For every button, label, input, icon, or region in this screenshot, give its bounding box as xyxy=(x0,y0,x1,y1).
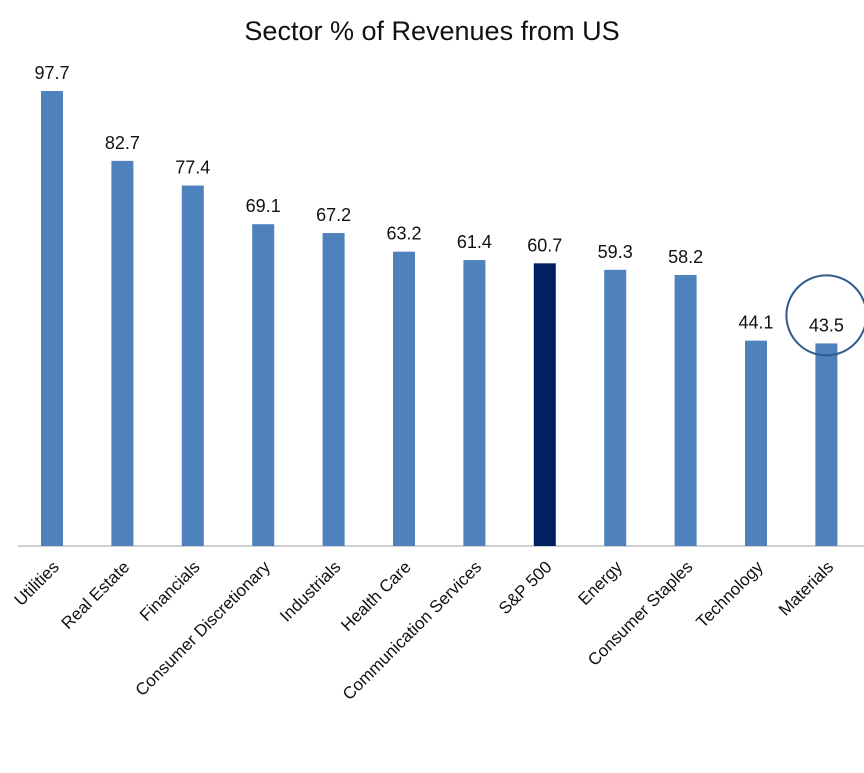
chart-title: Sector % of Revenues from US xyxy=(244,16,619,46)
x-tick-label: Financials xyxy=(136,557,204,625)
x-tick-label: Technology xyxy=(693,557,768,632)
x-tick-label: Energy xyxy=(574,557,626,609)
value-label: 63.2 xyxy=(386,224,421,244)
value-label: 44.1 xyxy=(738,313,773,333)
value-label: 59.3 xyxy=(598,242,633,262)
bar xyxy=(463,260,486,546)
x-tick-label: Materials xyxy=(775,557,837,619)
value-label: 77.4 xyxy=(175,158,210,178)
value-label: 69.1 xyxy=(246,196,281,216)
x-tick-label: Real Estate xyxy=(58,557,134,633)
value-label: 97.7 xyxy=(34,63,69,83)
bar xyxy=(674,274,697,546)
bar xyxy=(181,185,204,546)
bar xyxy=(252,224,275,546)
x-tick-label: Industrials xyxy=(276,557,344,625)
value-label: 58.2 xyxy=(668,247,703,267)
highlight-circle xyxy=(785,274,864,357)
value-label: 61.4 xyxy=(457,232,492,252)
x-tick-label: S&P 500 xyxy=(495,557,556,618)
bar xyxy=(533,263,556,546)
bar xyxy=(41,91,63,546)
bar xyxy=(111,160,134,547)
value-label: 60.7 xyxy=(527,235,562,255)
x-tick-label: Health Care xyxy=(337,557,415,635)
bar xyxy=(604,269,627,546)
x-tick-label: Consumer Discretionary xyxy=(132,557,275,700)
value-label: 82.7 xyxy=(105,133,140,153)
x-tick-label: Utilities xyxy=(11,557,63,609)
value-label: 43.5 xyxy=(809,315,844,335)
bar xyxy=(745,340,767,546)
bar xyxy=(815,343,838,546)
bar xyxy=(393,251,415,546)
x-tick-label: Communication Services xyxy=(339,557,485,703)
value-label: 67.2 xyxy=(316,205,351,225)
bar xyxy=(322,233,345,546)
